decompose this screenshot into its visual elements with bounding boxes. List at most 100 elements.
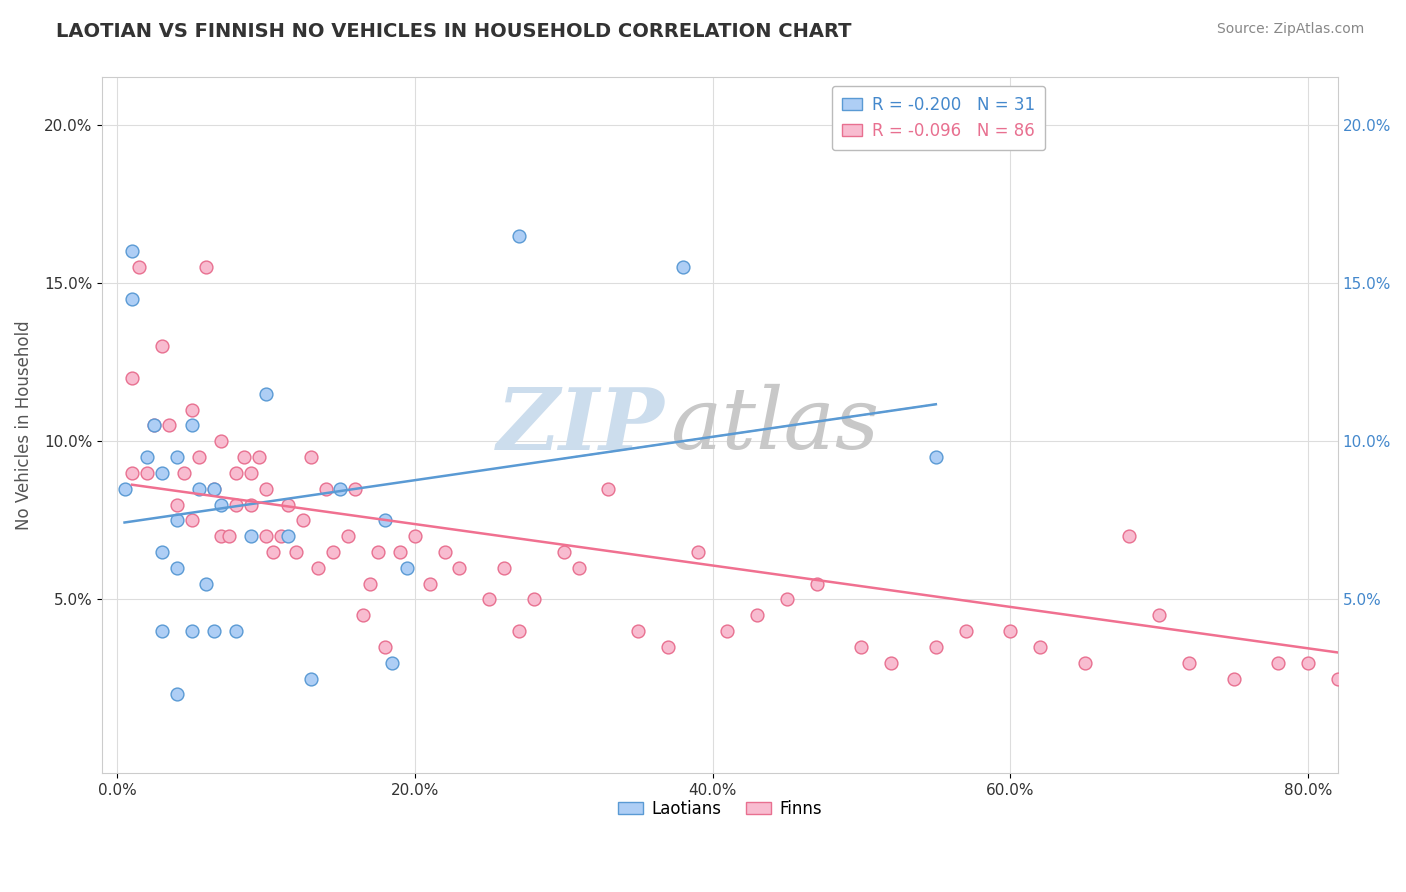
Point (776, 592, 799, 607)
Point (1178, 656, 1201, 670)
Point (150, 339, 173, 353)
Point (166, 561, 188, 575)
Point (180, 624, 202, 638)
Point (225, 624, 247, 638)
Point (180, 402, 202, 417)
Point (1267, 656, 1289, 670)
Point (508, 228, 530, 243)
Point (240, 529, 263, 543)
Point (143, 418, 166, 433)
Point (247, 450, 270, 464)
Point (747, 608, 769, 623)
Point (307, 561, 329, 575)
Point (121, 466, 143, 480)
Point (195, 576, 218, 591)
Point (166, 687, 188, 701)
Y-axis label: No Vehicles in Household: No Vehicles in Household (15, 320, 32, 530)
Point (157, 418, 180, 433)
Point (627, 624, 650, 638)
Point (1118, 529, 1140, 543)
Point (686, 545, 709, 559)
Legend: Laotians, Finns: Laotians, Finns (612, 793, 828, 824)
Point (254, 529, 277, 543)
Point (232, 450, 254, 464)
Point (367, 545, 389, 559)
Point (135, 450, 157, 464)
Point (209, 529, 232, 543)
Point (433, 545, 456, 559)
Point (225, 466, 247, 480)
Point (209, 498, 232, 512)
Point (128, 260, 150, 275)
Point (925, 640, 948, 654)
Point (218, 529, 240, 543)
Point (180, 418, 202, 433)
Point (240, 466, 263, 480)
Point (598, 482, 620, 496)
Point (1386, 640, 1406, 654)
Point (270, 529, 292, 543)
Point (925, 450, 948, 464)
Point (494, 561, 516, 575)
Text: Source: ZipAtlas.com: Source: ZipAtlas.com (1216, 22, 1364, 37)
Text: ZIP: ZIP (496, 384, 665, 467)
Point (284, 545, 307, 559)
Point (202, 624, 225, 638)
Point (1073, 656, 1095, 670)
Point (880, 656, 903, 670)
Point (1296, 656, 1319, 670)
Point (352, 608, 374, 623)
Point (404, 529, 426, 543)
Point (657, 640, 679, 654)
Point (143, 418, 166, 433)
Text: atlas: atlas (671, 384, 880, 467)
Point (1222, 672, 1244, 686)
Point (374, 640, 396, 654)
Point (381, 656, 404, 670)
Point (262, 545, 284, 559)
Point (209, 434, 232, 449)
Point (478, 592, 501, 607)
Point (150, 466, 173, 480)
Point (955, 624, 977, 638)
Point (202, 482, 225, 496)
Point (1029, 640, 1052, 654)
Point (374, 513, 396, 527)
Point (180, 513, 202, 527)
Point (188, 450, 211, 464)
Point (1147, 608, 1170, 623)
Point (508, 624, 530, 638)
Point (202, 482, 225, 496)
Point (419, 576, 441, 591)
Point (173, 466, 195, 480)
Point (292, 513, 315, 527)
Point (166, 450, 188, 464)
Point (553, 545, 575, 559)
Point (396, 561, 419, 575)
Point (449, 561, 471, 575)
Point (277, 529, 299, 543)
Point (225, 498, 247, 512)
Point (329, 482, 352, 496)
Point (344, 482, 367, 496)
Point (277, 498, 299, 512)
Point (166, 513, 188, 527)
Point (254, 482, 277, 496)
Point (299, 450, 322, 464)
Point (336, 529, 359, 543)
Point (851, 640, 873, 654)
Point (195, 260, 218, 275)
Point (188, 482, 211, 496)
Point (1000, 624, 1022, 638)
Point (523, 592, 546, 607)
Point (672, 260, 695, 275)
Point (121, 371, 143, 385)
Point (254, 386, 277, 401)
Point (135, 466, 157, 480)
Point (567, 561, 589, 575)
Point (121, 244, 143, 259)
Point (388, 545, 411, 559)
Point (299, 672, 322, 686)
Point (240, 498, 263, 512)
Point (322, 545, 344, 559)
